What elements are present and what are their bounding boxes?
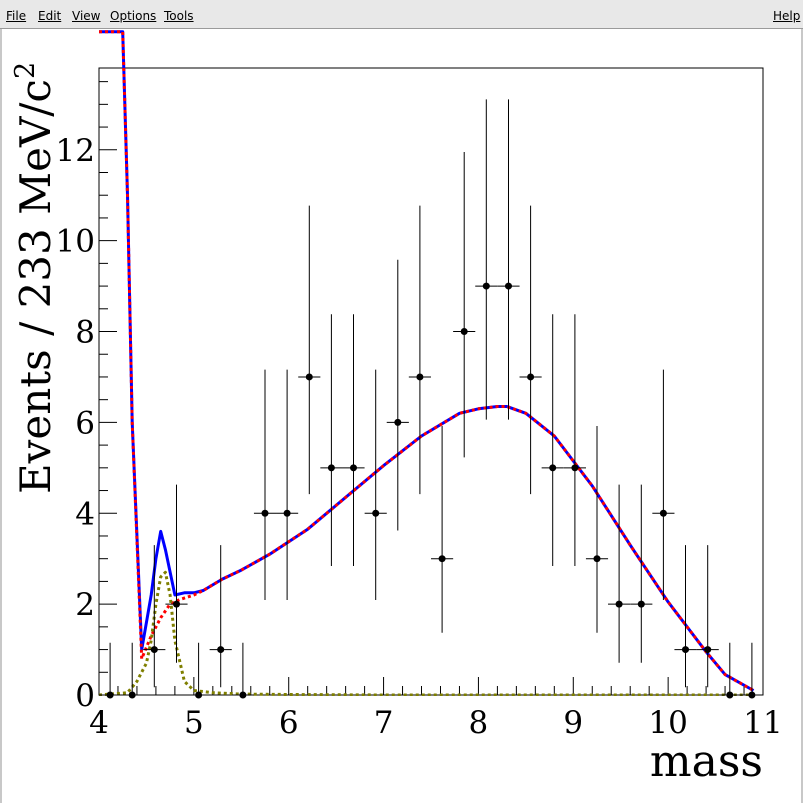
y-axis-label-text: Events / 233 MeV/c [11, 79, 60, 494]
data-marker [504, 282, 512, 290]
data-point [386, 259, 409, 531]
data-point [497, 99, 520, 420]
data-marker [726, 691, 734, 699]
data-marker [659, 509, 667, 517]
y-tick-label: 2 [75, 587, 95, 623]
y-tick-label: 6 [75, 405, 95, 441]
menu-help[interactable]: Help [773, 9, 801, 23]
data-point [740, 642, 763, 699]
data-marker [261, 509, 269, 517]
data-marker [748, 691, 756, 699]
y-tick-label: 10 [56, 224, 95, 260]
data-marker [637, 600, 645, 608]
data-point [342, 314, 365, 566]
data-marker [350, 464, 358, 472]
window-frame-left [0, 29, 2, 803]
data-point [253, 369, 277, 601]
data-point [519, 205, 542, 495]
menu-tools[interactable]: Tools [164, 9, 194, 23]
x-tick-label: 7 [374, 705, 394, 741]
signal-fit-curve [99, 570, 754, 696]
data-point [608, 484, 631, 663]
x-tick-label: 11 [743, 705, 782, 741]
data-marker [460, 328, 468, 336]
plot-frame [98, 67, 764, 696]
x-tick-label: 10 [648, 705, 687, 741]
menu-edit[interactable]: Edit [38, 9, 62, 23]
total-fit-curve [99, 30, 755, 692]
data-points [99, 99, 763, 699]
data-point [431, 426, 454, 633]
menu-options[interactable]: Options [110, 9, 157, 23]
data-marker [416, 373, 424, 381]
data-marker [327, 464, 335, 472]
x-tick-label: 9 [563, 705, 583, 741]
fit-curves [99, 30, 755, 696]
data-marker [482, 282, 490, 290]
menu-bar: File Edit View Options Tools Help [0, 0, 803, 29]
data-point [364, 369, 387, 601]
data-point [718, 642, 741, 699]
data-point [320, 314, 343, 566]
background-fit-curve [99, 30, 755, 692]
menu-file[interactable]: File [6, 9, 27, 23]
x-tick-label: 6 [279, 705, 299, 741]
y-axis-label: Events / 233 MeV/c2 [10, 62, 60, 494]
data-point [298, 205, 321, 495]
data-point [121, 642, 144, 699]
data-marker [106, 691, 114, 699]
data-marker [527, 373, 535, 381]
data-point [585, 426, 609, 633]
data-point [165, 484, 188, 663]
data-marker [682, 646, 690, 654]
data-point [696, 545, 719, 688]
data-marker [372, 509, 380, 517]
x-tick-label: 8 [469, 705, 489, 741]
y-tick-label: 4 [75, 496, 95, 532]
data-marker [549, 464, 557, 472]
data-marker [704, 646, 712, 654]
data-marker [571, 464, 579, 472]
y-axis-label-superscript: 2 [10, 62, 41, 79]
plot-canvas: 4 5 6 7 8 9 10 11 0 2 4 6 8 10 12 mass Events / 233 Me… [10, 30, 783, 787]
data-point [99, 642, 122, 699]
data-marker [283, 509, 291, 517]
data-marker [593, 555, 601, 563]
data-marker [150, 646, 158, 654]
data-marker [128, 691, 136, 699]
data-marker [239, 691, 247, 699]
x-tick-label: 5 [184, 705, 204, 741]
data-marker [172, 600, 180, 608]
data-marker [195, 691, 203, 699]
data-marker [615, 600, 623, 608]
data-point [453, 152, 476, 458]
data-point [187, 642, 210, 699]
data-point [652, 369, 675, 601]
x-axis-label: mass [650, 736, 763, 787]
data-marker [305, 373, 313, 381]
y-tick-label: 0 [75, 678, 95, 714]
data-point [231, 642, 254, 699]
data-point [408, 205, 431, 495]
data-point [276, 369, 299, 601]
data-marker [217, 646, 225, 654]
x-tick-label: 4 [89, 705, 109, 741]
y-tick-label: 12 [56, 133, 95, 169]
data-point [209, 545, 232, 688]
data-point [475, 99, 498, 420]
data-marker [438, 555, 446, 563]
data-point [630, 484, 653, 663]
data-point [563, 314, 586, 566]
data-point [541, 314, 564, 566]
axis-tick-labels: 4 5 6 7 8 9 10 11 0 2 4 6 8 10 12 [56, 133, 783, 741]
y-tick-label: 8 [75, 315, 95, 351]
menu-view[interactable]: View [72, 9, 101, 23]
data-point [143, 545, 166, 688]
data-marker [394, 418, 402, 426]
data-point [674, 545, 697, 688]
window-frame-right [801, 29, 803, 803]
